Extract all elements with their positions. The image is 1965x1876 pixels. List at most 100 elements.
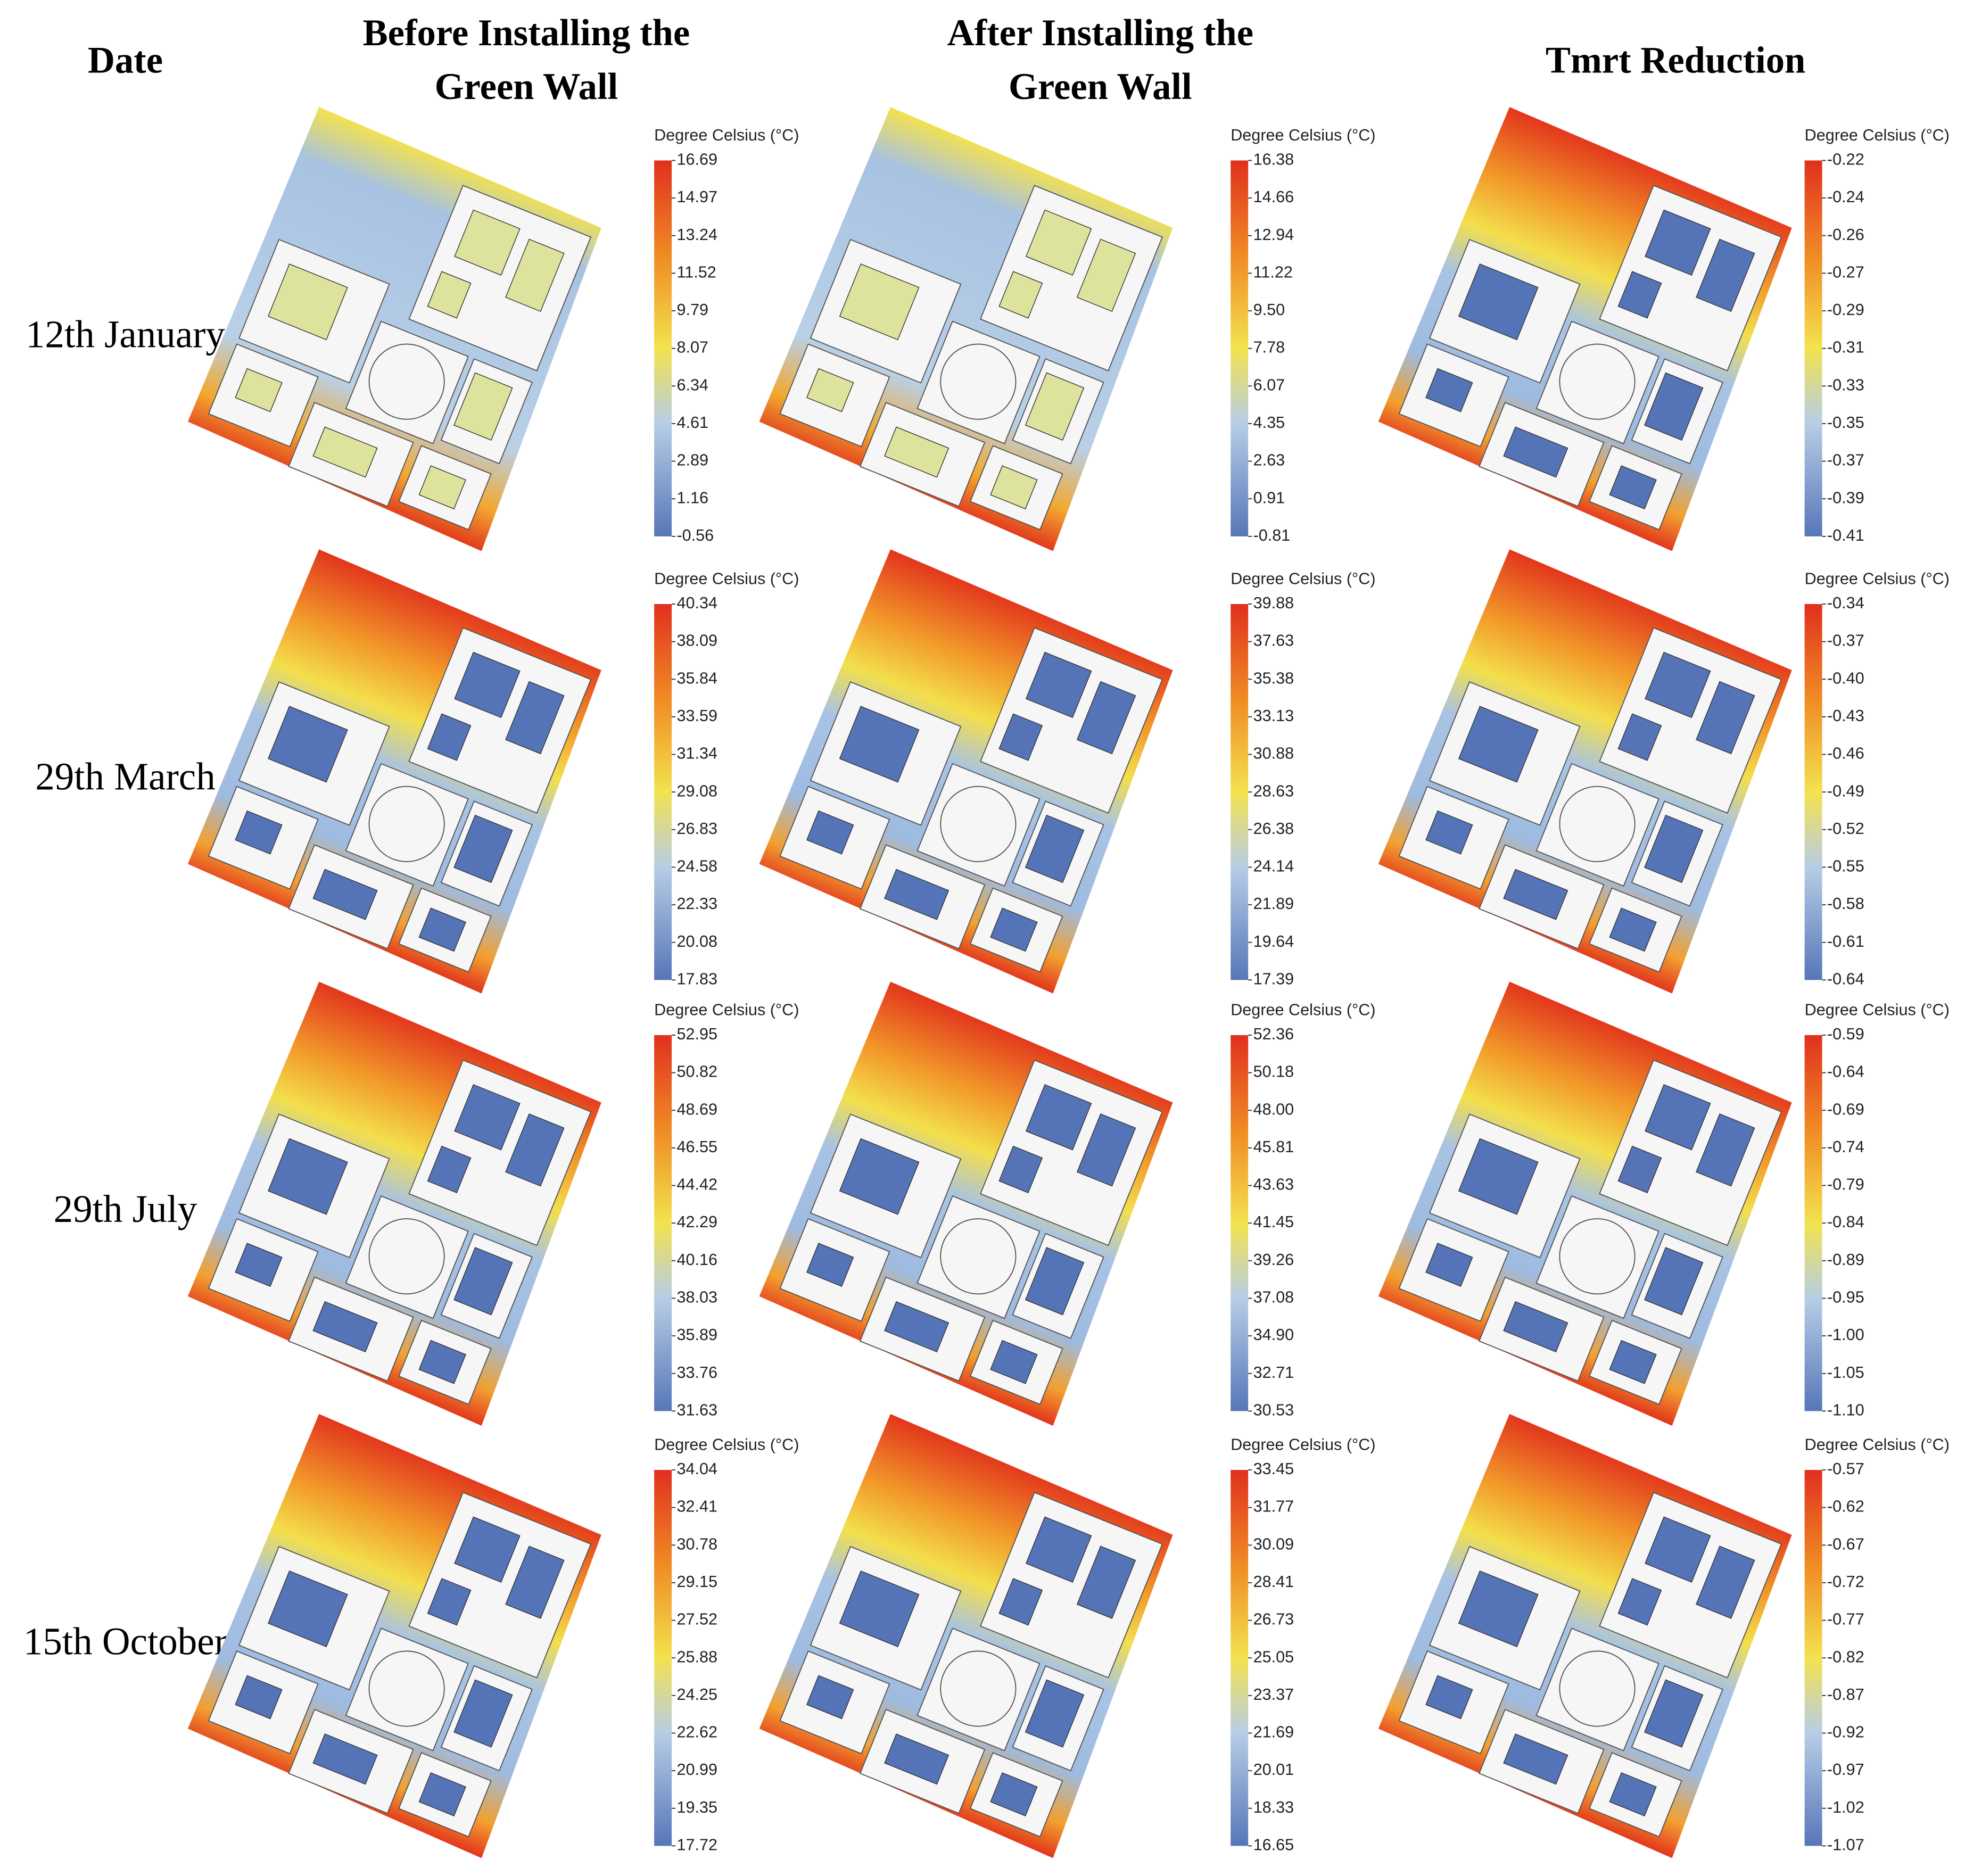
colorbar-tick-label: -0.52 [1827,820,1864,838]
building-block [1559,343,1636,420]
building [1425,1243,1473,1287]
building [839,1138,920,1215]
map [187,107,601,551]
colorbar-tick-label: -0.89 [1827,1251,1864,1269]
building [1609,465,1657,510]
building [427,1578,472,1626]
legend-title: Degree Celsius (°C) [654,1001,799,1019]
map [759,1414,1173,1858]
building [1458,706,1539,783]
building-block [940,786,1017,862]
colorbar-tick-label: 20.99 [676,1761,717,1779]
building [1076,681,1136,755]
colorbar [1804,1470,1822,1846]
column-header: Green Wall [1009,66,1192,108]
building-block [979,185,1163,371]
colorbar-tick-label: 37.08 [1253,1288,1294,1307]
colorbar-tick-label: -0.37 [1827,632,1864,650]
colorbar-tick-label: 30.78 [676,1535,717,1553]
building [1644,372,1704,441]
colorbar-tick-label: 9.79 [676,301,708,319]
colorbar-tick-label: 33.45 [1253,1460,1294,1478]
colorbar-tick-label: 2.89 [676,451,708,469]
building [990,465,1038,510]
colorbar-tick-label: 19.64 [1253,932,1294,951]
building [312,1733,378,1785]
building-block [1559,1218,1636,1295]
colorbar-tick-label: 48.00 [1253,1100,1294,1118]
building [806,810,854,855]
colorbar-tick-label: 4.35 [1253,414,1285,432]
colorbar-tick-label: -0.56 [676,526,714,544]
colorbar-tick-label: 21.69 [1253,1723,1294,1741]
building [418,465,466,510]
colorbar [654,160,672,536]
building-block [940,343,1017,420]
colorbar-tick-label: 23.37 [1253,1685,1294,1704]
colorbar-tick-label: 6.34 [676,376,708,394]
colorbar-tick-label: 45.81 [1253,1138,1294,1156]
legend-title: Degree Celsius (°C) [1231,126,1375,144]
building [839,263,920,341]
building [1645,1084,1711,1151]
building [1645,651,1711,718]
building [454,1084,521,1151]
building [884,869,950,920]
building [454,651,521,718]
colorbar-tick-label: 29.08 [676,782,717,800]
building [312,1301,378,1353]
colorbar-tick-label: -0.64 [1827,1063,1864,1081]
map [1378,1414,1792,1858]
colorbar-tick-label: 33.59 [676,707,717,725]
colorbar-tick-label: -0.24 [1827,188,1864,206]
legend-title: Degree Celsius (°C) [654,1435,799,1453]
building [1025,814,1085,883]
colorbar-tick-label: 24.25 [676,1685,717,1704]
building [268,706,348,783]
colorbar-tick-label: -0.55 [1827,857,1864,875]
building [839,1570,920,1648]
map [759,107,1173,551]
colorbar [654,1035,672,1411]
colorbar-tick-label: 43.63 [1253,1176,1294,1194]
colorbar-tick-label: -0.41 [1827,526,1864,544]
colorbar [1804,160,1822,536]
map [187,549,601,994]
building [1025,1084,1092,1151]
colorbar-tick-label: 30.88 [1253,745,1294,763]
building [312,869,378,920]
colorbar-tick-label: -1.00 [1827,1326,1864,1344]
colorbar [1231,604,1249,980]
colorbar-tick-label: -0.22 [1827,151,1864,169]
colorbar-tick-label: 32.71 [1253,1363,1294,1382]
building [1458,1138,1539,1215]
colorbar-tick-label: 52.95 [676,1025,717,1043]
colorbar-tick-label: 29.15 [676,1573,717,1591]
building [418,1340,466,1384]
building [1458,1570,1539,1648]
colorbar-tick-label: 22.33 [676,895,717,913]
building-block [368,343,445,420]
colorbar-tick-label: -0.67 [1827,1535,1864,1553]
building [990,1772,1038,1816]
colorbar-tick-label: -0.29 [1827,301,1864,319]
colorbar-tick-label: 26.73 [1253,1610,1294,1629]
building [312,426,378,478]
colorbar-tick-label: -0.77 [1827,1610,1864,1629]
building [884,1301,950,1353]
colorbar-tick-label: -0.64 [1827,970,1864,988]
colorbar-tick-label: 26.83 [676,820,717,838]
date-label: 15th October [23,1619,227,1663]
colorbar-tick-label: 8.07 [676,338,708,357]
colorbar-tick-label: 35.38 [1253,669,1294,687]
legend-title: Degree Celsius (°C) [1805,1435,1950,1453]
building [806,1675,854,1720]
building [884,426,950,478]
map [1378,549,1792,994]
building [1503,1733,1568,1785]
building [1076,1113,1136,1187]
building [453,1679,513,1748]
colorbar-tick-label: 24.58 [676,857,717,875]
colorbar-tick-label: 17.72 [676,1836,717,1854]
building [1644,1679,1704,1748]
